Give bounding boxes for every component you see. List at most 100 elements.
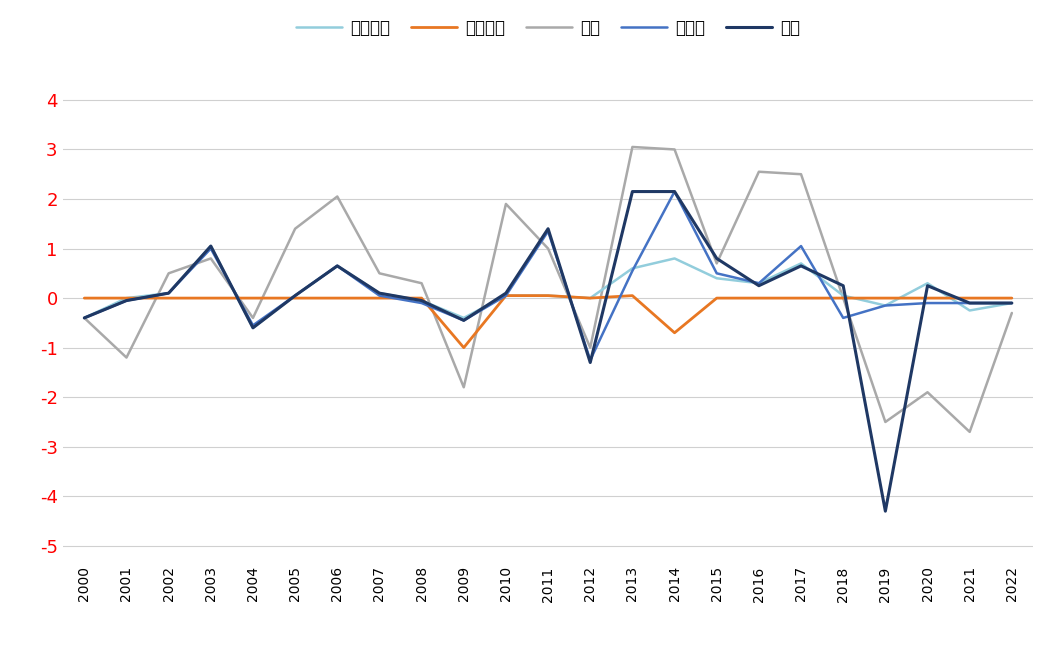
收获面积 — [795, 294, 807, 302]
压榨量 — [584, 356, 597, 364]
压榨量 — [78, 314, 91, 322]
产量 — [921, 389, 934, 396]
收获面积 — [120, 294, 133, 302]
收获面积 — [247, 294, 259, 302]
收获面积 — [204, 294, 217, 302]
Line: 播种面积: 播种面积 — [84, 246, 1012, 328]
产量 — [1006, 309, 1018, 317]
播种面积 — [879, 302, 892, 310]
收获面积 — [542, 291, 554, 299]
产量 — [795, 170, 807, 178]
播种面积 — [710, 274, 723, 282]
Legend: 播种面积, 收获面积, 产量, 压榨量, 出口: 播种面积, 收获面积, 产量, 压榨量, 出口 — [295, 19, 801, 37]
播种面积 — [963, 306, 976, 314]
收获面积 — [753, 294, 765, 302]
收获面积 — [78, 294, 91, 302]
产量 — [162, 269, 175, 277]
播种面积 — [584, 294, 597, 302]
播种面积 — [542, 291, 554, 299]
收获面积 — [331, 294, 344, 302]
出口 — [542, 225, 554, 233]
产量 — [373, 269, 386, 277]
出口 — [415, 297, 428, 304]
压榨量 — [668, 188, 681, 196]
产量 — [542, 244, 554, 252]
Line: 压榨量: 压榨量 — [84, 192, 1012, 360]
出口 — [500, 289, 512, 297]
压榨量 — [879, 302, 892, 310]
收获面积 — [1006, 294, 1018, 302]
出口 — [879, 507, 892, 515]
Line: 收获面积: 收获面积 — [84, 295, 1012, 348]
收获面积 — [162, 294, 175, 302]
产量 — [626, 143, 639, 151]
播种面积 — [247, 324, 259, 332]
产量 — [668, 145, 681, 153]
出口 — [963, 299, 976, 307]
压榨量 — [626, 267, 639, 274]
收获面积 — [921, 294, 934, 302]
播种面积 — [626, 265, 639, 273]
压榨量 — [457, 316, 470, 324]
收获面积 — [373, 294, 386, 302]
出口 — [373, 289, 386, 297]
播种面积 — [78, 314, 91, 322]
收获面积 — [963, 294, 976, 302]
收获面积 — [584, 294, 597, 302]
压榨量 — [837, 314, 850, 322]
产量 — [331, 192, 344, 200]
出口 — [668, 188, 681, 196]
出口 — [120, 297, 133, 304]
产量 — [78, 314, 91, 322]
出口 — [1006, 299, 1018, 307]
播种面积 — [289, 291, 301, 299]
播种面积 — [500, 291, 512, 299]
产量 — [753, 168, 765, 175]
压榨量 — [289, 291, 301, 299]
出口 — [837, 282, 850, 289]
产量 — [837, 294, 850, 302]
播种面积 — [795, 259, 807, 267]
出口 — [331, 262, 344, 270]
出口 — [289, 291, 301, 299]
播种面积 — [1006, 299, 1018, 307]
收获面积 — [289, 294, 301, 302]
收获面积 — [837, 294, 850, 302]
出口 — [162, 289, 175, 297]
播种面积 — [753, 279, 765, 287]
出口 — [753, 282, 765, 289]
播种面积 — [204, 242, 217, 250]
出口 — [247, 324, 259, 332]
播种面积 — [837, 291, 850, 299]
出口 — [626, 188, 639, 196]
产量 — [500, 200, 512, 208]
产量 — [289, 225, 301, 233]
产量 — [247, 314, 259, 322]
产量 — [204, 254, 217, 262]
出口 — [204, 242, 217, 250]
产量 — [879, 418, 892, 426]
出口 — [584, 359, 597, 366]
收获面积 — [457, 344, 470, 351]
播种面积 — [162, 289, 175, 297]
Line: 出口: 出口 — [84, 192, 1012, 511]
产量 — [710, 259, 723, 267]
压榨量 — [963, 299, 976, 307]
出口 — [78, 314, 91, 322]
收获面积 — [415, 294, 428, 302]
压榨量 — [331, 262, 344, 270]
播种面积 — [331, 262, 344, 270]
压榨量 — [1006, 299, 1018, 307]
压榨量 — [415, 299, 428, 307]
收获面积 — [710, 294, 723, 302]
产量 — [584, 344, 597, 351]
压榨量 — [921, 299, 934, 307]
产量 — [120, 353, 133, 361]
压榨量 — [162, 289, 175, 297]
压榨量 — [120, 297, 133, 304]
收获面积 — [879, 294, 892, 302]
压榨量 — [204, 244, 217, 252]
产量 — [963, 428, 976, 436]
出口 — [795, 262, 807, 270]
产量 — [457, 383, 470, 391]
